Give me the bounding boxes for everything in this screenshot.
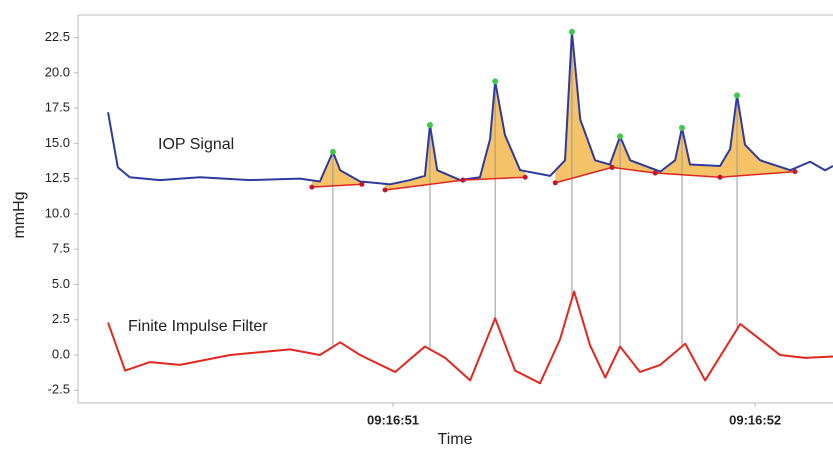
peak-area (311, 151, 362, 188)
x-axis-label: Time (438, 431, 473, 448)
peak-marker (617, 133, 624, 140)
peak-start (717, 174, 723, 180)
legend-entry: IOP Signal (158, 136, 234, 153)
peak-marker (734, 92, 741, 99)
peak-start (552, 180, 558, 186)
peak-baseline (384, 179, 464, 191)
peak-baseline (655, 172, 721, 179)
y-tick-label: 17.5 (45, 100, 70, 115)
peak-area (655, 127, 721, 178)
peak-baseline (612, 166, 656, 174)
series-line (107, 290, 833, 385)
peak-baseline (719, 170, 796, 179)
y-tick-label: 0.0 (52, 346, 70, 361)
y-axis-label: mmHg (11, 191, 28, 238)
peak-marker (679, 124, 685, 131)
peak-marker (426, 122, 433, 129)
x-tick-label: 09:16:51 (367, 412, 419, 427)
peak-start (309, 184, 315, 190)
peak-start (460, 177, 466, 183)
peak-end (522, 174, 528, 180)
peak-baseline (462, 176, 526, 181)
peak-marker (568, 28, 575, 35)
peak-baseline (311, 183, 362, 188)
y-tick-label: -2.5 (48, 382, 70, 397)
peak-start (382, 187, 388, 193)
y-tick-label: 7.5 (52, 241, 70, 256)
peak-marker (329, 148, 336, 155)
peak-baseline (555, 166, 613, 184)
y-tick-label: 12.5 (45, 170, 70, 185)
peak-end (792, 169, 798, 175)
peak-area (555, 31, 613, 183)
y-tick-label: 5.0 (52, 276, 70, 291)
peak-area (720, 95, 795, 178)
peak-marker (492, 78, 499, 85)
x-tick-label: 09:16:52 (729, 412, 781, 427)
y-tick-label: 2.5 (52, 311, 70, 326)
y-tick-label: 15.0 (45, 135, 70, 150)
peak-start (652, 170, 658, 176)
peak-area (385, 125, 463, 190)
peak-start (609, 164, 615, 170)
y-tick-label: 20.0 (45, 64, 70, 79)
legend-entry: Finite Impulse Filter (128, 318, 268, 335)
peak-area (462, 81, 526, 181)
peak-end (359, 181, 365, 187)
y-tick-label: 22.5 (45, 29, 70, 44)
series-line (107, 30, 833, 186)
y-tick-label: 10.0 (45, 205, 70, 220)
